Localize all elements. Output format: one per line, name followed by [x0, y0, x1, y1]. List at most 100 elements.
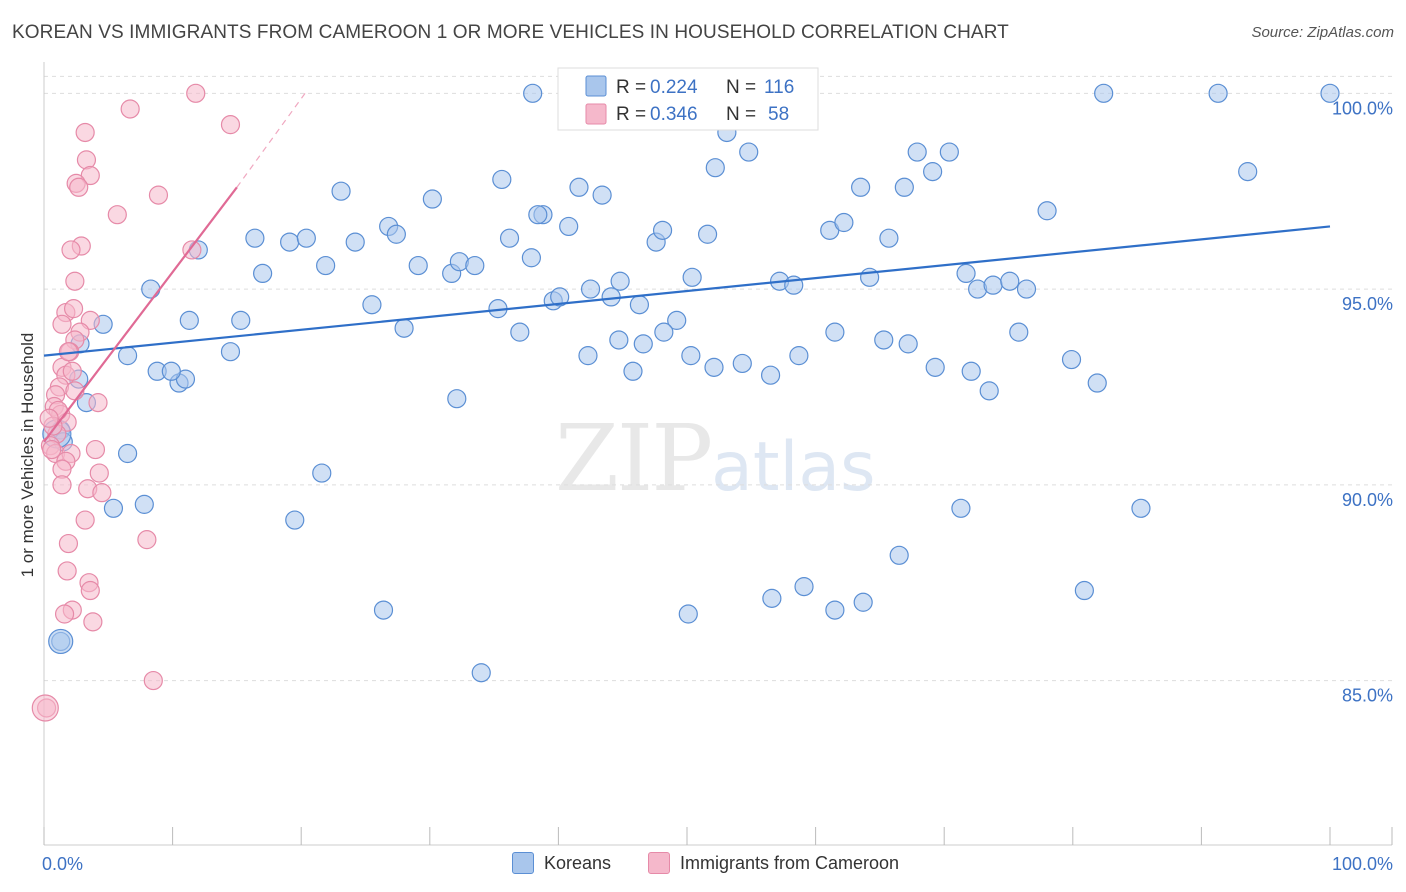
cameroon-point: [61, 240, 81, 260]
korean-point: [1074, 580, 1094, 601]
korean-point: [907, 142, 927, 162]
korean-point: [879, 228, 899, 248]
watermark: ZIPatlas: [555, 405, 876, 512]
korean-point: [1131, 498, 1151, 518]
korean-point: [609, 330, 629, 350]
korean-point: [925, 357, 945, 377]
korean-point: [422, 189, 442, 209]
korean-point: [874, 330, 894, 350]
korean-point: [1208, 83, 1228, 103]
korean-point: [580, 279, 601, 299]
korean-point: [951, 498, 971, 518]
korean-point: [623, 361, 643, 381]
korean-point: [1000, 271, 1020, 291]
korean-point: [654, 322, 674, 342]
korean-point: [979, 381, 999, 401]
korean-point: [851, 177, 871, 197]
cameroon-point: [107, 205, 127, 225]
korean-point: [652, 220, 673, 240]
korean-point: [1094, 83, 1114, 103]
korean-point: [231, 310, 251, 330]
legend-label-cameroon: Immigrants from Cameroon: [680, 852, 900, 873]
korean-point: [762, 588, 782, 608]
legend-swatch-koreans: [512, 852, 534, 874]
korean-point: [331, 181, 351, 201]
korean-point: [1061, 349, 1082, 370]
korean-point: [559, 216, 579, 237]
korean-point: [697, 224, 718, 244]
x-tick-label-end: 100.0%: [1332, 854, 1393, 874]
korean-point: [629, 295, 650, 315]
korean-point: [316, 255, 336, 276]
korean-point: [408, 255, 428, 276]
cameroon-point: [63, 299, 84, 319]
cameroon-point: [52, 475, 72, 495]
korean-point: [834, 212, 854, 233]
cameroon-point: [220, 115, 241, 135]
korean-point: [1037, 201, 1057, 221]
legend-item-cameroon: Immigrants from Cameroon: [648, 852, 899, 874]
cameroon-trend-line: [43, 186, 238, 443]
korean-point: [285, 510, 305, 530]
korean-point: [825, 322, 845, 342]
cameroon-n-label: N =: [726, 104, 756, 125]
korean-point: [578, 346, 598, 366]
korean-point: [1009, 322, 1029, 342]
watermark-zip: ZIP: [555, 405, 713, 512]
korean-point: [296, 228, 316, 248]
cameroon-point: [54, 604, 75, 624]
cameroon-point: [62, 361, 82, 381]
cameroon-point: [76, 150, 97, 170]
y-tick-labels: 85.0% 90.0% 95.0% 100.0%: [1332, 98, 1393, 705]
cameroon-point: [186, 83, 206, 103]
korean-point: [1016, 279, 1037, 299]
korean-point: [161, 361, 181, 381]
legend-swatch-cameroon: [648, 852, 670, 874]
watermark-atlas: atlas: [711, 428, 876, 507]
cameroon-point: [65, 271, 85, 291]
cameroon-points: [31, 83, 241, 722]
bottom-legend: Koreans Immigrants from Cameroon: [0, 852, 1406, 878]
korean-point: [681, 346, 701, 366]
x-tick-label-start: 0.0%: [42, 854, 83, 874]
cameroon-point: [148, 185, 169, 205]
koreans-swatch: [585, 75, 607, 97]
korean-point: [569, 177, 589, 197]
korean-point: [521, 248, 541, 268]
cameroon-point: [65, 381, 85, 401]
korean-point: [789, 346, 809, 366]
korean-point: [312, 463, 332, 483]
koreans-n-label: N =: [726, 77, 756, 98]
korean-point: [280, 232, 300, 252]
korean-point: [825, 600, 845, 620]
koreans-trend-line: [43, 225, 1331, 357]
korean-point: [528, 205, 548, 225]
cameroon-point: [42, 439, 62, 460]
korean-point: [523, 83, 543, 103]
korean-point: [678, 604, 698, 624]
korean-point: [939, 142, 959, 162]
korean-point: [667, 310, 687, 330]
korean-point: [492, 169, 512, 190]
korean-point: [592, 185, 612, 205]
cameroon-point: [83, 612, 103, 632]
cameroon-point: [75, 122, 95, 143]
korean-point: [134, 494, 154, 514]
korean-point: [633, 334, 653, 354]
y-tick-label: 90.0%: [1342, 490, 1393, 510]
korean-point: [465, 255, 485, 276]
korean-point: [471, 663, 491, 683]
korean-point: [898, 334, 918, 354]
korean-point: [794, 577, 814, 597]
korean-point: [894, 177, 914, 197]
chart-title: KOREAN VS IMMIGRANTS FROM CAMEROON 1 OR …: [12, 22, 1009, 43]
korean-point: [117, 443, 138, 464]
cameroon-point: [92, 483, 112, 503]
cameroon-point: [58, 533, 79, 554]
korean-point: [732, 353, 752, 374]
cameroon-point: [75, 510, 95, 530]
korean-point: [499, 228, 520, 248]
korean-point: [245, 228, 265, 248]
korean-point: [386, 224, 406, 244]
